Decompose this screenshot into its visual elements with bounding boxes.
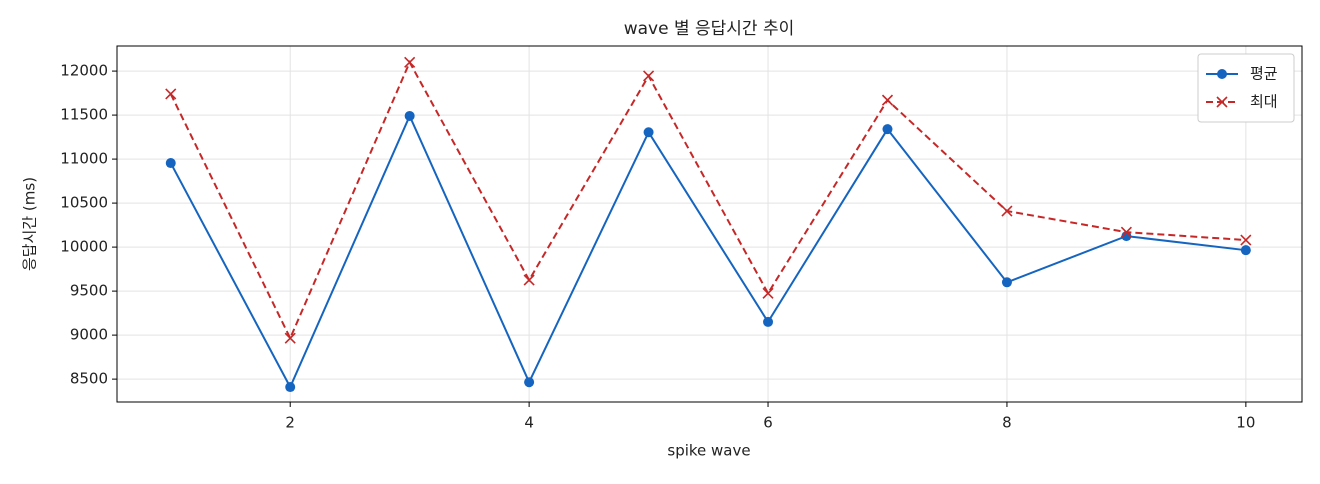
y-tick-label: 11000 <box>60 150 108 168</box>
marker-x <box>1240 234 1252 246</box>
marker-stroke <box>165 88 177 100</box>
marker-stroke <box>523 274 535 286</box>
marker-x <box>1120 226 1132 238</box>
marker-dot <box>285 382 296 393</box>
x-tick-label: 4 <box>524 414 534 432</box>
legend-label: 최대 <box>1250 93 1278 111</box>
marker-dot <box>165 158 176 169</box>
marker-stroke <box>762 287 774 299</box>
y-tick-label: 11500 <box>60 106 108 124</box>
marker-stroke <box>1216 96 1228 108</box>
marker-x <box>523 274 535 286</box>
marker-x <box>165 88 177 100</box>
legend-box <box>1197 53 1295 123</box>
x-tick-label: 10 <box>1236 414 1255 432</box>
series-line <box>169 113 1246 390</box>
marker-dot <box>524 377 535 388</box>
legend-label: 평균 <box>1250 65 1278 83</box>
marker-x <box>643 70 655 82</box>
marker-x <box>762 287 774 299</box>
marker-stroke <box>1120 226 1132 238</box>
marker-stroke <box>881 94 894 106</box>
y-tick-label: 8500 <box>70 370 108 388</box>
marker-dot <box>882 124 893 135</box>
marker-stroke <box>643 70 655 82</box>
marker-dot <box>1240 245 1251 256</box>
y-tick-label: 9500 <box>70 282 108 300</box>
y-tick-label: 9000 <box>70 326 108 344</box>
x-axis-label: spike wave <box>667 442 750 460</box>
y-tick-label: 10500 <box>60 194 108 212</box>
marker-dot <box>404 110 415 121</box>
marker-dot <box>643 127 654 138</box>
marker-stroke <box>284 332 296 344</box>
marker-x <box>404 56 416 68</box>
marker-x <box>284 332 296 344</box>
marker-dot <box>763 316 774 327</box>
chart-title: wave 별 응답시간 추이 <box>624 19 795 39</box>
series-line <box>169 60 1246 341</box>
marker-stroke <box>404 56 416 68</box>
marker-dot <box>1217 69 1227 79</box>
marker-x <box>1001 205 1013 217</box>
y-axis-label: 응답시간 (ms) <box>21 177 39 271</box>
y-tick-label: 12000 <box>60 62 108 80</box>
marker-stroke <box>1001 205 1013 217</box>
x-tick-label: 2 <box>285 414 295 432</box>
marker-stroke <box>1240 234 1252 246</box>
x-tick-label: 8 <box>1002 414 1012 432</box>
x-tick-label: 6 <box>763 414 773 432</box>
marker-x <box>881 94 894 106</box>
plot-frame <box>116 45 1303 403</box>
marker-dot <box>1001 277 1012 288</box>
marker-x <box>1216 96 1228 108</box>
y-tick-label: 10000 <box>60 238 108 256</box>
